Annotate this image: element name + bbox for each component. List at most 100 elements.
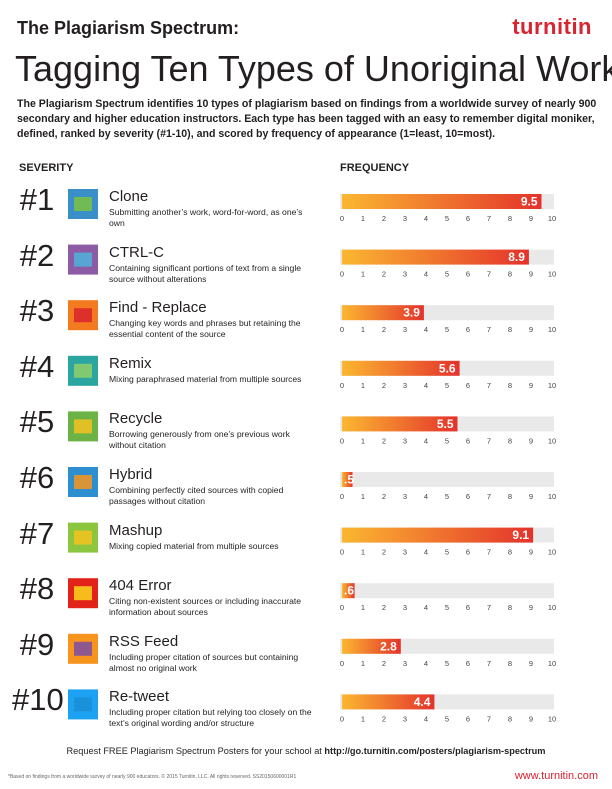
x-tick-label: 3 [403,381,407,390]
x-tick-label: 1 [361,214,365,223]
x-tick-label: 2 [382,325,386,334]
description: Combining perfectly cited sources with c… [109,485,284,506]
x-tick-label: 10 [548,325,556,334]
x-tick-label: 6 [466,214,470,223]
x-tick-label: 2 [382,436,386,445]
x-tick-label: 0 [340,714,344,723]
description: Submitting another’s work, word-for-word… [109,207,303,228]
x-tick-label: 2 [382,548,386,557]
x-tick-label: 4 [424,436,428,445]
x-tick-label: 10 [548,214,556,223]
bar [342,583,355,599]
x-tick-label: 3 [403,492,407,501]
description: Mixing paraphrased material from multipl… [109,373,302,384]
x-tick-label: 5 [445,436,449,445]
icon-detail [74,641,92,656]
x-tick-label: 8 [508,714,512,723]
x-tick-label: 2 [382,603,386,612]
value-label: .5 [344,473,354,487]
x-tick-label: 5 [445,214,449,223]
type-name: Re-tweet [109,688,170,706]
bar [342,527,534,543]
x-tick-label: 4 [424,659,428,668]
x-tick-label: 0 [340,492,344,501]
bar [342,472,353,487]
value-label: 8.9 [508,250,525,264]
x-tick-label: 7 [487,714,491,723]
value-label: 2.8 [380,639,397,653]
x-tick-label: 7 [487,492,491,501]
rank: #5 [19,404,55,440]
url[interactable]: http://go.turnitin.com/posters/plagiaris… [324,746,546,756]
icon-detail [74,419,92,434]
x-tick-label: 4 [424,603,428,612]
bar [342,694,435,710]
value-label: 5.5 [437,417,454,431]
x-tick-label: 4 [424,325,428,334]
x-tick-label: 2 [382,492,386,501]
type-name: 404 Error [109,577,172,595]
x-tick-label: 2 [382,214,386,223]
rank: #4 [19,348,55,384]
type-name: Clone [109,188,149,205]
x-tick-label: 4 [424,214,428,223]
subtitle: Tagging Ten Types of Unoriginal Work [15,48,612,89]
icon-detail [74,475,92,489]
description: Including proper citation of sources but… [109,651,299,673]
description: Citing non-existent sources or including… [109,596,302,618]
x-tick-label: 5 [445,381,449,390]
x-tick-label: 1 [361,659,365,668]
frequency-header: FREQUENCY [340,162,410,174]
x-tick-label: 10 [548,714,556,723]
x-tick-label: 2 [382,381,386,390]
x-tick-label: 5 [445,603,449,612]
x-tick-label: 10 [548,659,556,668]
x-tick-label: 4 [424,492,428,501]
description: Changing key words and phrases but retai… [109,318,301,340]
x-tick-label: 9 [529,548,533,557]
x-tick-label: 8 [508,436,512,445]
icon-detail [74,197,92,211]
x-tick-label: 1 [361,381,365,390]
x-tick-label: 9 [529,714,533,723]
x-tick-label: 2 [382,659,386,668]
title: The Plagiarism Spectrum: [17,18,240,38]
x-tick-label: 7 [487,603,491,612]
x-tick-label: 1 [361,492,365,501]
request-text: Request FREE Plagiarism Spectrum Posters… [66,746,322,756]
x-tick-label: 8 [508,270,512,279]
value-label: 9.5 [521,195,538,209]
bar [342,249,529,265]
x-tick-label: 9 [529,603,533,612]
x-tick-label: 3 [403,325,407,334]
x-tick-label: 0 [340,381,344,390]
x-tick-label: 1 [361,603,365,612]
x-tick-label: 8 [508,381,512,390]
x-tick-label: 10 [548,492,556,501]
x-tick-label: 5 [445,270,449,279]
x-tick-label: 9 [529,325,533,334]
website[interactable]: www.turnitin.com [514,770,598,782]
type-name: Recycle [109,410,163,428]
value-label: 4.4 [414,695,431,709]
x-tick-label: 0 [340,214,344,223]
x-tick-label: 5 [445,548,449,557]
icon-detail [74,697,92,712]
x-tick-label: 3 [403,659,407,668]
rank: #10 [12,682,64,718]
x-tick-label: 0 [340,325,344,334]
bar [342,194,542,209]
x-tick-label: 6 [466,603,470,612]
x-tick-label: 9 [529,214,533,223]
value-label: 5.6 [439,361,456,375]
x-tick-label: 3 [403,270,407,279]
x-tick-label: 8 [508,214,512,223]
x-tick-label: 9 [529,659,533,668]
x-tick-label: 3 [403,548,407,557]
x-tick-label: 7 [487,381,491,390]
type-name: Remix [109,354,152,372]
value-label: 9.1 [512,528,529,542]
x-tick-label: 8 [508,492,512,501]
description: Including proper citation but relying to… [109,707,312,729]
